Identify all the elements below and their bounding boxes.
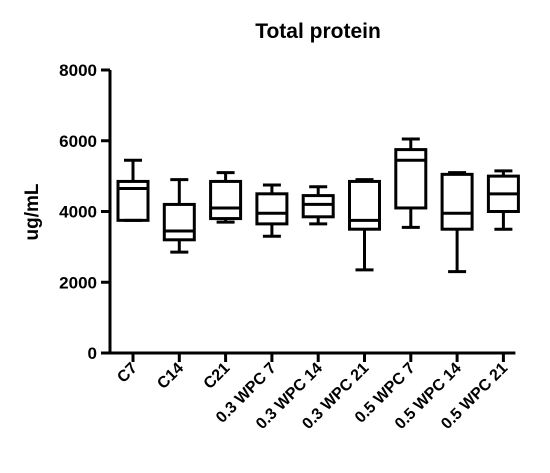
y-tick-label: 0 [88, 344, 97, 363]
x-tick-label: C21 [201, 360, 234, 393]
y-axis-label: ug/mL [22, 183, 43, 240]
chart-title: Total protein [255, 20, 381, 43]
box-iqr [162, 202, 196, 242]
box-iqr [209, 179, 243, 221]
y-tick-label: 2000 [59, 273, 97, 292]
y-tick-label: 8000 [59, 61, 97, 80]
y-tick-label: 4000 [59, 203, 97, 222]
box-iqr [394, 148, 428, 210]
x-tick-label: C7 [114, 360, 141, 387]
y-tick-label: 6000 [59, 132, 97, 151]
box-iqr [440, 172, 474, 231]
box-iqr [116, 179, 150, 222]
x-tick-label: C14 [154, 360, 187, 393]
box-iqr [255, 192, 289, 226]
box-iqr [348, 179, 381, 231]
box-iqr [301, 194, 335, 219]
